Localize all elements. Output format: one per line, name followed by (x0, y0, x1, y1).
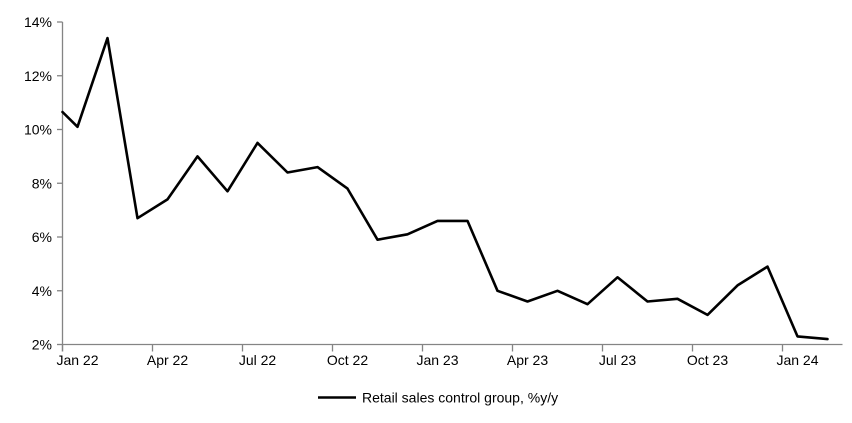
x-tick-label: Oct 23 (687, 352, 728, 368)
x-tick-label: Jul 23 (599, 352, 637, 368)
legend: Retail sales control group, %y/y (318, 390, 558, 406)
y-tick-label: 12% (24, 68, 52, 84)
x-axis-ticks (61, 344, 784, 352)
y-tick-label: 6% (32, 229, 52, 245)
x-axis-labels: Jan 22 Apr 22 Jul 22 Oct 22 Jan 23 Apr 23 Jul … (56, 352, 818, 368)
x-tick-label: Jul 22 (239, 352, 277, 368)
y-tick-label: 10% (24, 122, 52, 138)
y-tick-label: 8% (32, 175, 52, 191)
y-tick-label: 4% (32, 283, 52, 299)
x-tick-label: Jan 24 (776, 352, 818, 368)
x-tick-label: Apr 23 (507, 352, 548, 368)
series-line (61, 36, 829, 341)
x-tick-label: Apr 22 (147, 352, 188, 368)
x-tick-label: Oct 22 (327, 352, 368, 368)
x-tick-label: Jan 22 (56, 352, 98, 368)
y-tick-label: 14% (24, 14, 52, 30)
y-axis-ticks (57, 21, 63, 346)
y-tick-label: 2% (32, 337, 52, 353)
y-axis-labels: 2% 4% 6% 8% 10% 12% 14% (24, 14, 52, 353)
x-tick-label: Jan 23 (416, 352, 458, 368)
legend-label: Retail sales control group, %y/y (362, 390, 558, 406)
